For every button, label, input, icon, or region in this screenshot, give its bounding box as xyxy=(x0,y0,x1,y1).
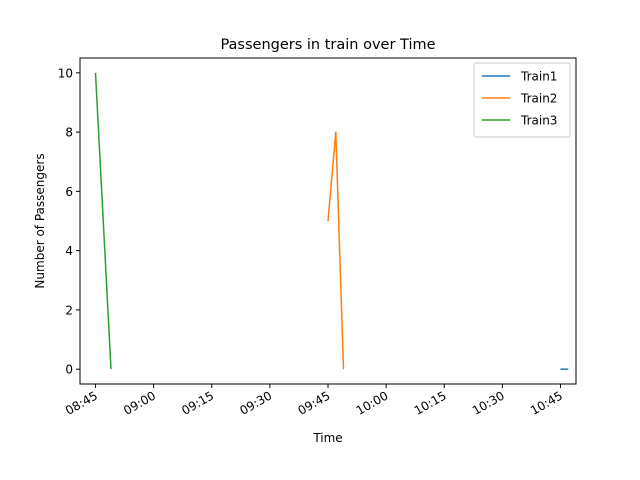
legend: Train1 Train2 Train3 xyxy=(473,62,571,138)
series-line-train2 xyxy=(327,131,345,370)
plot-frame xyxy=(79,57,577,385)
legend-label: Train3 xyxy=(520,114,557,128)
y-tick-label: 10 xyxy=(58,66,73,80)
y-tick-label: 2 xyxy=(65,303,73,317)
legend-label: Train1 xyxy=(520,70,557,84)
chart-title: Passengers in train over Time xyxy=(220,37,435,53)
y-axis-label: Number of Passengers xyxy=(33,153,47,288)
y-tick-label: 8 xyxy=(65,126,73,140)
legend-box xyxy=(473,62,571,138)
y-tick-label: 4 xyxy=(65,244,73,258)
series-line-train3 xyxy=(94,72,112,370)
legend-label: Train2 xyxy=(520,92,557,106)
y-tick-label: 6 xyxy=(65,185,73,199)
x-axis-label: Time xyxy=(312,431,342,445)
y-tick-label: 0 xyxy=(65,363,73,377)
